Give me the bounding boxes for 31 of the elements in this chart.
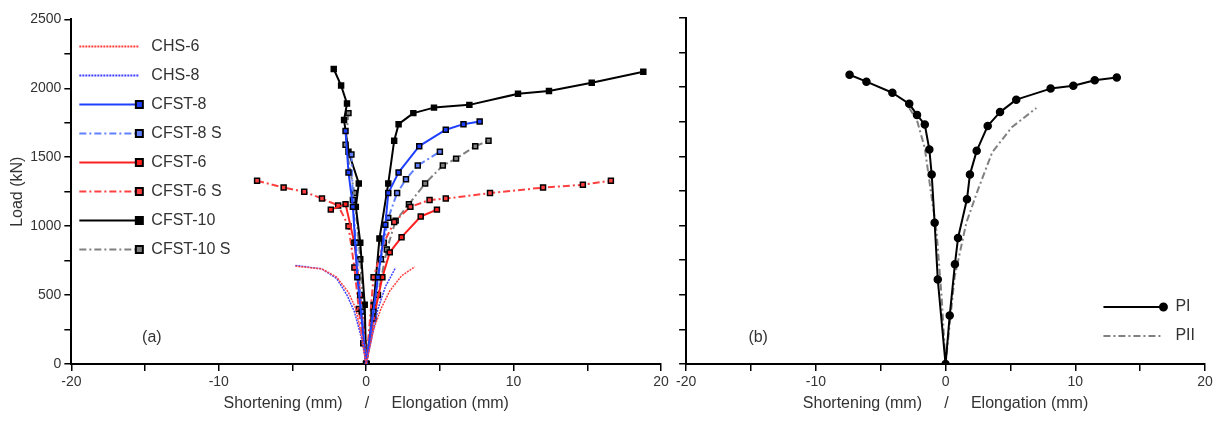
x-axis-title: Shortening (mm) / Elongation (mm)	[802, 393, 1089, 411]
x-tick-label: 20	[1197, 373, 1213, 390]
y-tick-label: 0	[53, 354, 62, 371]
y-tick-label: 1500	[30, 148, 62, 165]
legend-label: CFST-6 S	[151, 181, 222, 199]
legend-label: CFST-10	[151, 210, 216, 228]
x-tick-label: -10	[805, 373, 827, 390]
x-tick-label: 20	[653, 373, 669, 390]
legend-label: PI	[1175, 297, 1191, 315]
x-tick-label: 0	[362, 373, 371, 390]
legend-label: CHS-6	[151, 36, 200, 54]
y-tick-label: 1000	[30, 217, 62, 234]
legend-label: CFST-10 S	[151, 239, 231, 257]
legend-label: CFST-8 S	[151, 123, 222, 141]
annotation: (b)	[748, 328, 768, 345]
x-tick-label: -10	[208, 373, 230, 390]
x-tick-label: -20	[676, 373, 697, 390]
x-tick-label: 0	[941, 373, 950, 390]
legend-label: CFST-6	[151, 152, 207, 170]
x-axis-title: Shortening (mm) / Elongation (mm)	[223, 393, 509, 411]
legend-label: PII	[1175, 326, 1195, 344]
legend-label: CHS-8	[151, 65, 200, 83]
x-tick-label: 10	[1067, 373, 1084, 390]
y-tick-label: 2500	[30, 10, 62, 27]
y-tick-label: 500	[37, 285, 62, 302]
legend-label: CFST-8	[151, 94, 207, 112]
x-tick-label: -20	[61, 373, 82, 390]
y-axis-title: Load (kN)	[8, 156, 26, 227]
y-tick-label: 2000	[30, 79, 62, 96]
annotation: (a)	[142, 328, 162, 345]
x-tick-label: 10	[505, 373, 522, 390]
